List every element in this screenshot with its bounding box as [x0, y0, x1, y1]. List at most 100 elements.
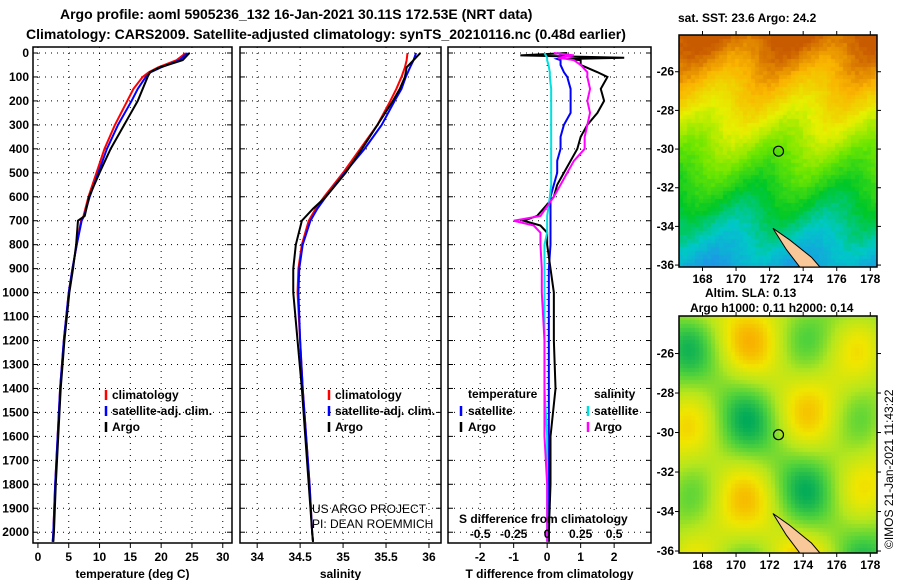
lat-tick-label: -30 [657, 426, 675, 440]
series-line-climatology [298, 53, 408, 542]
x-tick-label: 0 [544, 550, 551, 564]
profile-location-marker [774, 146, 784, 156]
x2-axis-label: S difference from climatology [459, 512, 628, 526]
legend-label: satellite-adj. clim. [112, 404, 212, 418]
project-annotation: PI: DEAN ROEMMICH [312, 517, 433, 531]
y-tick-label: 1800 [2, 477, 29, 491]
chart-svg: 0100200300400500600700800900100011001200… [0, 0, 900, 580]
x2-tick-label: -0.5 [470, 527, 491, 541]
lon-tick-label: 176 [827, 558, 847, 572]
series-line-satellite-adj-clim- [53, 53, 188, 542]
legend-label: satellite [594, 404, 639, 418]
x-tick-label: 1 [577, 550, 584, 564]
project-annotation: US ARGO PROJECT [312, 502, 427, 516]
panel-frame [240, 47, 441, 543]
y-tick-label: 1600 [2, 429, 29, 443]
y-tick-label: 1400 [2, 381, 29, 395]
lat-tick-label: -34 [657, 505, 675, 519]
legend-heading-salinity: salinity [594, 387, 636, 401]
lon-tick-label: 168 [692, 272, 712, 286]
x-axis-label: T difference from climatology [465, 567, 633, 580]
panel-frame [33, 47, 232, 543]
y-tick-label: 700 [9, 214, 29, 228]
x-tick-label: 15 [124, 550, 138, 564]
series-line-temperature-argo [520, 53, 624, 542]
y-tick-label: 1900 [2, 501, 29, 515]
lon-tick-label: 172 [760, 272, 780, 286]
x-tick-label: 35.5 [374, 550, 398, 564]
x-tick-label: 25 [185, 550, 199, 564]
legend-label: Argo [594, 420, 622, 434]
x2-tick-label: 0.25 [569, 527, 593, 541]
legend-label: climatology [335, 388, 402, 402]
lon-tick-label: 174 [793, 558, 813, 572]
lat-tick-label: -36 [657, 544, 675, 558]
x-tick-label: 35 [336, 550, 350, 564]
x-tick-label: 30 [216, 550, 230, 564]
y-tick-label: 2000 [2, 525, 29, 539]
new-zealand-coastline [773, 514, 820, 554]
series-line-climatology [53, 53, 186, 542]
y-tick-label: 500 [9, 166, 29, 180]
series-line-argo [293, 53, 420, 542]
y-tick-label: 800 [9, 238, 29, 252]
lat-tick-label: -28 [657, 386, 675, 400]
x-tick-label: -1 [508, 550, 519, 564]
y-tick-label: 200 [9, 94, 29, 108]
y-tick-label: 0 [22, 46, 29, 60]
lon-tick-label: 172 [760, 558, 780, 572]
lon-tick-label: 168 [692, 558, 712, 572]
lat-tick-label: -36 [657, 258, 675, 272]
lon-tick-label: 170 [726, 558, 746, 572]
x-tick-label: -2 [475, 550, 486, 564]
y-tick-label: 900 [9, 262, 29, 276]
legend-label: climatology [112, 388, 179, 402]
series-line-argo [53, 53, 189, 542]
y-tick-label: 1300 [2, 357, 29, 371]
lat-tick-label: -28 [657, 103, 675, 117]
y-tick-label: 1500 [2, 405, 29, 419]
profile-location-marker [774, 430, 784, 440]
lon-tick-label: 178 [860, 272, 880, 286]
legend-label: Argo [468, 420, 496, 434]
legend-label: Argo [112, 420, 140, 434]
y-tick-label: 1000 [2, 286, 29, 300]
lat-tick-label: -26 [657, 65, 675, 79]
y-tick-label: 400 [9, 142, 29, 156]
x-tick-label: 5 [65, 550, 72, 564]
new-zealand-coastline [773, 228, 820, 267]
x-tick-label: 0 [35, 550, 42, 564]
x-tick-label: 34.5 [288, 550, 312, 564]
lat-tick-label: -26 [657, 347, 675, 361]
legend-heading-temperature: temperature [468, 387, 538, 401]
y-tick-label: 600 [9, 190, 29, 204]
argo-profile-figure: Argo profile: aoml 5905236_132 16-Jan-20… [0, 0, 900, 580]
x-tick-label: 2 [611, 550, 618, 564]
legend-label: Argo [335, 420, 363, 434]
legend-label: satellite [468, 404, 513, 418]
x2-tick-label: 0.5 [606, 527, 623, 541]
y-tick-label: 100 [9, 70, 29, 84]
lon-tick-label: 170 [726, 272, 746, 286]
legend-label: satellite-adj. clim. [335, 404, 435, 418]
lon-tick-label: 176 [827, 272, 847, 286]
lat-tick-label: -32 [657, 465, 675, 479]
series-line-satellite-adj-clim- [298, 53, 416, 542]
lon-tick-label: 174 [793, 272, 813, 286]
x-tick-label: 10 [93, 550, 107, 564]
x2-tick-label: -0.25 [500, 527, 528, 541]
lat-tick-label: -32 [657, 181, 675, 195]
lon-tick-label: 178 [860, 558, 880, 572]
x-tick-label: 20 [154, 550, 168, 564]
x-tick-label: 36 [422, 550, 436, 564]
lat-tick-label: -34 [657, 219, 675, 233]
x-axis-label: salinity [320, 567, 362, 580]
x2-tick-label: 0 [544, 527, 551, 541]
credit-text: ©IMOS 21-Jan-2021 11:43:22 [882, 390, 896, 549]
y-tick-label: 1200 [2, 334, 29, 348]
y-tick-label: 1700 [2, 453, 29, 467]
x-axis-label: temperature (deg C) [75, 567, 189, 580]
y-tick-label: 300 [9, 118, 29, 132]
y-tick-label: 1100 [3, 310, 29, 324]
lat-tick-label: -30 [657, 142, 675, 156]
